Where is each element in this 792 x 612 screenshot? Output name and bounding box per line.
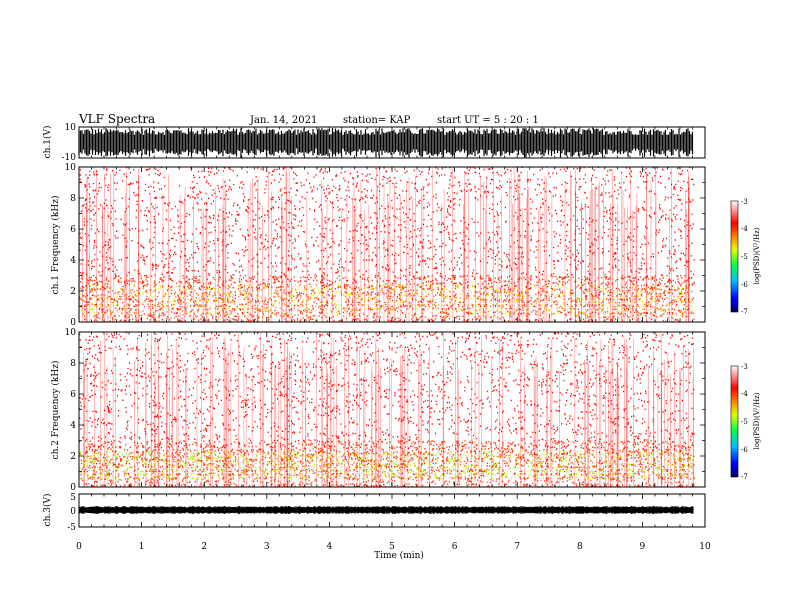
ch3-ytick-m5: -5 (67, 523, 76, 533)
ch2-spectrogram-heatmap (79, 331, 695, 488)
ch2-spectrogram-xticks (78, 332, 706, 487)
ch2-freq-tick-8: 8 (70, 359, 76, 369)
ch1-waveform-line (78, 128, 694, 158)
ch1-ytick-bottom: -10 (62, 153, 77, 163)
ch1-freq-tick-6: 6 (70, 225, 76, 235)
station-label: station= KAP (343, 115, 411, 126)
freq-tickmarks (79, 166, 705, 323)
ch1-freq-tick-10: 10 (65, 163, 77, 173)
time-tick-8: 8 (577, 542, 583, 552)
time-tick-4: 4 (327, 542, 333, 552)
ch3-waveform-ylabel: ch.3(V) (42, 494, 53, 527)
ch2-colorbar: -3 -4 -5 -6 -7 log(PSD)(V²/Hz) (730, 363, 761, 481)
time-tick-10: 10 (699, 542, 711, 552)
ch1-waveform-xticks (78, 127, 706, 158)
time-tickmarks (78, 167, 706, 322)
ch3-ytick-5: 5 (70, 493, 76, 503)
ch3-ytick-0: 0 (70, 507, 76, 517)
ch2-freq-tickmarks (79, 331, 705, 488)
time-tickmarks (78, 494, 706, 527)
figure-title: VLF Spectra (78, 112, 155, 126)
ch1-waveform-panel: 10 -10 ch.1(V) (42, 123, 706, 163)
spectrogram-lines (79, 290, 694, 319)
time-tick-6: 6 (452, 542, 458, 552)
time-tick-9: 9 (640, 542, 646, 552)
ch1-freq-tick-0: 0 (70, 318, 76, 328)
ch2-spectrogram-frame (78, 331, 706, 488)
ch3-waveform-panel: 5 0 -5 ch.3(V) 0 1 2 3 4 5 6 7 8 9 10 Time (min) (42, 493, 711, 561)
ch1-cb-tick-m6: -6 (741, 281, 748, 289)
time-tick-2: 2 (201, 542, 207, 552)
ch1-spectrogram-panel: 10 8 6 4 2 0 ch.1 Frequency (kHz) (50, 163, 761, 328)
ch2-colorbar-label: log(PSD)(V²/Hz) (753, 392, 761, 449)
ch2-freq-tick-4: 4 (70, 421, 76, 431)
time-tickmarks (78, 127, 706, 158)
ch2-cb-tick-m4: -4 (741, 390, 748, 398)
spectrogram-band-2 (79, 166, 695, 277)
ch1-freq-tickmarks (79, 166, 705, 323)
ch2-cb-tick-m6: -6 (741, 446, 748, 454)
ch3-waveform-line (78, 506, 694, 514)
ch1-colorbar-label: log(PSD)(V²/Hz) (753, 227, 761, 284)
ch1-spectrogram-heatmap (78, 166, 695, 323)
ch2-cb-tick-m5: -5 (741, 418, 748, 426)
ch2-freq-tick-2: 2 (70, 452, 76, 462)
ch1-colorbar-scale (730, 200, 739, 313)
time-tick-1: 1 (139, 542, 145, 552)
ch3-waveform-trace (78, 506, 694, 514)
date-label: Jan. 14, 2021 (249, 115, 317, 126)
ch2-cb-tick-m7: -7 (741, 473, 748, 481)
ch2-freq-tick-10: 10 (65, 328, 77, 338)
ch1-waveform-ylabel: ch.1(V) (42, 126, 53, 159)
spectrogram-lines (79, 455, 694, 484)
ch1-spectrogram-xticks (78, 167, 706, 322)
ch2-freq-tick-0: 0 (70, 483, 76, 493)
ch1-cb-tick-m5: -5 (741, 253, 748, 261)
ch3-waveform-xticks (78, 494, 706, 527)
ch1-cb-tick-m4: -4 (741, 225, 748, 233)
ch2-spectrogram-panel: 10 8 6 4 2 0 ch.2 Frequency (kHz) -3 -4 … (50, 328, 761, 493)
time-tick-7: 7 (514, 542, 520, 552)
ch2-colorbar-scale (730, 365, 739, 478)
ch1-waveform-trace (78, 128, 694, 158)
spectrogram-band-2 (79, 331, 695, 442)
ch2-freq-ylabel: ch.2 Frequency (kHz) (50, 361, 61, 460)
ch2-freq-tick-6: 6 (70, 390, 76, 400)
ch1-freq-tick-8: 8 (70, 194, 76, 204)
ch1-cb-tick-m7: -7 (741, 308, 748, 316)
time-tickmarks (78, 332, 706, 487)
time-tick-0: 0 (76, 542, 82, 552)
time-tick-5: 5 (389, 542, 395, 552)
ch1-freq-tick-4: 4 (70, 256, 76, 266)
ch1-ytick-top: 10 (65, 123, 77, 133)
ch2-cb-tick-m3: -3 (741, 363, 748, 371)
ch1-colorbar: -3 -4 -5 -6 -7 log(PSD)(V²/Hz) (730, 198, 761, 316)
time-tick-3: 3 (264, 542, 270, 552)
ch1-cb-tick-m3: -3 (741, 198, 748, 206)
ch1-freq-tick-2: 2 (70, 287, 76, 297)
time-axis-label: Time (min) (374, 550, 424, 561)
spectrogram-streaks (83, 332, 694, 487)
start-ut-label: start UT = 5 : 20 : 1 (437, 115, 539, 126)
ch1-freq-ylabel: ch.1 Frequency (kHz) (50, 196, 61, 295)
time-axis-labels: 0 1 2 3 4 5 6 7 8 9 10 (76, 542, 711, 552)
freq-tickmarks (79, 331, 705, 488)
spectrogram-streaks (78, 167, 690, 322)
